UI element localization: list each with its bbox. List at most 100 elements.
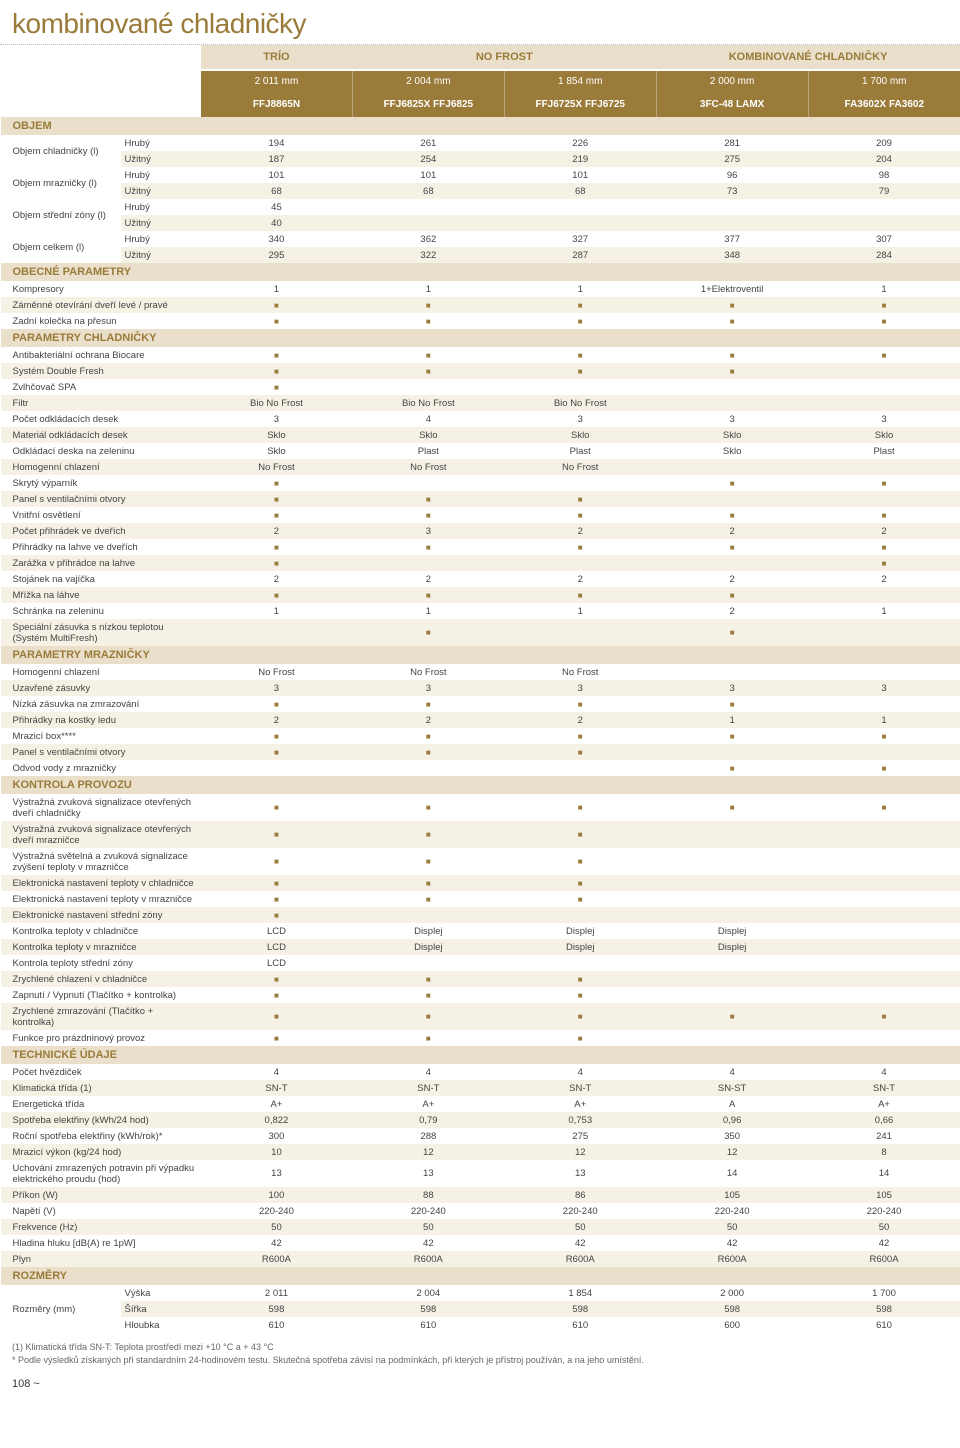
cell-value — [504, 728, 656, 744]
check-icon — [730, 763, 735, 774]
table-row: Roční spotřeba elektřiny (kWh/rok)*30028… — [1, 1128, 960, 1144]
check-icon — [274, 542, 279, 553]
check-icon — [882, 763, 887, 774]
row-label: Počet přihrádek ve dveřích — [1, 523, 201, 539]
table-row: Šířka598598598598598 — [1, 1301, 960, 1317]
cell-value — [201, 507, 353, 523]
cell-value: 598 — [504, 1301, 656, 1317]
cell-value: 50 — [201, 1219, 353, 1235]
cell-value: 2 — [656, 571, 808, 587]
cell-value: Sklo — [201, 443, 353, 459]
table-row: Odvod vody z mrazničky — [1, 760, 960, 776]
check-icon — [274, 510, 279, 521]
header-group: TRÍO — [201, 45, 353, 70]
cell-value — [808, 215, 960, 231]
row-label: Počet hvězdiček — [1, 1064, 201, 1080]
cell-value — [352, 848, 504, 875]
cell-value — [352, 297, 504, 313]
cell-value — [656, 459, 808, 475]
check-icon — [274, 829, 279, 840]
cell-value: 4 — [201, 1064, 353, 1080]
row-label: Počet odkládacích desek — [1, 411, 201, 427]
row-label: Systém Double Fresh — [1, 363, 201, 379]
cell-value — [352, 313, 504, 329]
table-row: Kompresory1111+Elektroventil1 — [1, 281, 960, 297]
cell-value: Plast — [504, 443, 656, 459]
page-number: 108 ~ — [0, 1374, 960, 1400]
check-icon — [578, 494, 583, 505]
row-label: Panel s ventilačními otvory — [1, 491, 201, 507]
check-icon — [426, 350, 431, 361]
footnote: (1) Klimatická třída SN-T: Teplota prost… — [12, 1341, 948, 1354]
cell-value: 101 — [504, 167, 656, 183]
check-icon — [274, 1011, 279, 1022]
cell-value: 0,79 — [352, 1112, 504, 1128]
section-title: PARAMETRY MRAZNIČKY — [1, 646, 960, 664]
check-icon — [882, 510, 887, 521]
cell-value: 2 — [808, 523, 960, 539]
cell-value: 287 — [504, 247, 656, 263]
cell-value: Sklo — [201, 427, 353, 443]
cell-value: 219 — [504, 151, 656, 167]
cell-value — [201, 619, 353, 646]
cell-value: No Frost — [352, 459, 504, 475]
cell-value: 281 — [656, 135, 808, 151]
cell-value — [504, 507, 656, 523]
cell-value: 105 — [808, 1187, 960, 1203]
cell-value — [656, 728, 808, 744]
row-label: Přihrádky na lahve ve dveřích — [1, 539, 201, 555]
check-icon — [426, 894, 431, 905]
cell-value — [656, 1030, 808, 1046]
cell-value — [504, 696, 656, 712]
cell-value — [656, 696, 808, 712]
table-row: Objem mrazničky (l)Hrubý1011011019698 — [1, 167, 960, 183]
cell-value — [352, 363, 504, 379]
row-sublabel: Hrubý — [121, 231, 201, 247]
cell-value — [352, 794, 504, 821]
cell-value — [656, 794, 808, 821]
cell-value: 42 — [352, 1235, 504, 1251]
section-title: OBJEM — [1, 117, 960, 135]
table-row: Hladina hluku [dB(A) re 1pW]4242424242 — [1, 1235, 960, 1251]
cell-value — [808, 539, 960, 555]
table-row: Funkce pro prázdninový provoz — [1, 1030, 960, 1046]
row-label: Funkce pro prázdninový provoz — [1, 1030, 201, 1046]
footnote: * Podle výsledků získaných při standardn… — [12, 1354, 948, 1367]
check-icon — [730, 627, 735, 638]
cell-value — [504, 955, 656, 971]
cell-value — [808, 491, 960, 507]
cell-value — [504, 875, 656, 891]
row-label: Stojánek na vajíčka — [1, 571, 201, 587]
section-title: OBECNÉ PARAMETRY — [1, 263, 960, 281]
cell-value: 3 — [201, 680, 353, 696]
table-row: Energetická třídaA+A+A+AA+ — [1, 1096, 960, 1112]
cell-value: 2 011 — [201, 1285, 353, 1301]
cell-value — [656, 907, 808, 923]
cell-value — [352, 744, 504, 760]
cell-value — [201, 821, 353, 848]
cell-value: 3 — [808, 411, 960, 427]
table-row: Schránka na zeleninu11121 — [1, 603, 960, 619]
cell-value: R600A — [656, 1251, 808, 1267]
cell-value: A+ — [808, 1096, 960, 1112]
check-icon — [882, 558, 887, 569]
table-row: Kontrolka teploty v chladničceLCDDisplej… — [1, 923, 960, 939]
cell-value: 327 — [504, 231, 656, 247]
check-icon — [274, 350, 279, 361]
cell-value — [352, 875, 504, 891]
cell-value: Sklo — [504, 427, 656, 443]
cell-value: 220-240 — [656, 1203, 808, 1219]
header-height: 2 000 mm — [656, 70, 808, 92]
row-label: Homogenní chlazení — [1, 459, 201, 475]
cell-value: 1 854 — [504, 1285, 656, 1301]
row-sublabel: Užitný — [121, 183, 201, 199]
cell-value: 348 — [656, 247, 808, 263]
cell-value — [656, 491, 808, 507]
row-label: Rozměry (mm) — [1, 1285, 121, 1333]
cell-value — [352, 199, 504, 215]
cell-value: Sklo — [656, 443, 808, 459]
cell-value — [504, 971, 656, 987]
table-row: Homogenní chlazeníNo FrostNo FrostNo Fro… — [1, 664, 960, 680]
check-icon — [426, 699, 431, 710]
check-icon — [274, 558, 279, 569]
